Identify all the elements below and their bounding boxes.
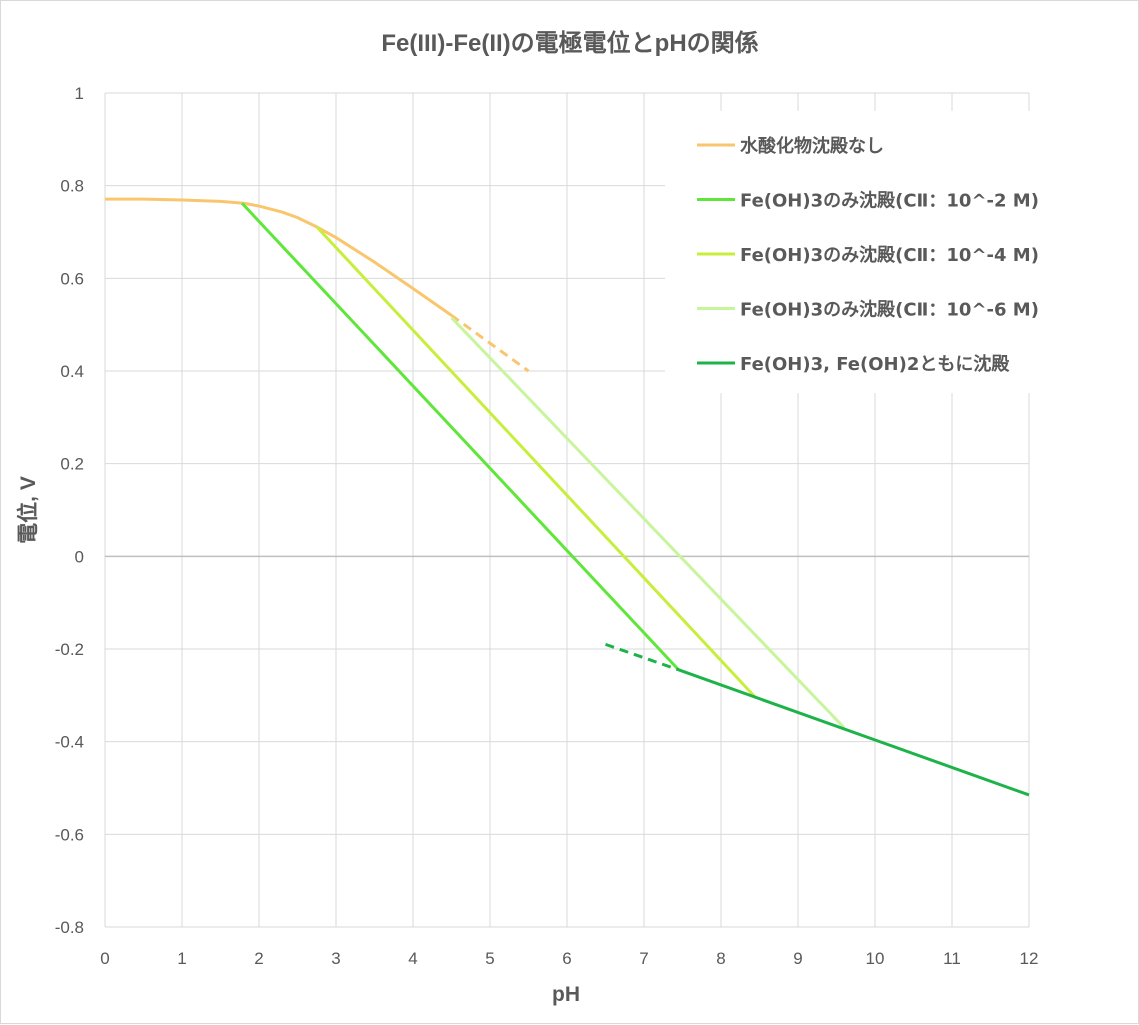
legend-label-5: Fe(OH)3, Fe(OH)2ともに沈殿 [740, 353, 1010, 375]
series-line-3 [315, 225, 757, 699]
x-tick-label: 5 [485, 949, 494, 968]
y-tick-label: 0 [75, 547, 84, 566]
series-line-5 [678, 668, 1030, 797]
series-line-2 [240, 202, 680, 671]
x-tick-label: 12 [1020, 949, 1039, 968]
y-tick-label: -0.4 [55, 733, 84, 752]
legend-label-2: Fe(OH)3のみ沈殿(CⅡ：10^-2 M) [740, 190, 1039, 212]
legend [665, 111, 1035, 393]
plot-lines [105, 197, 1030, 797]
legend-label-1: 水酸化物沈殿なし [740, 135, 884, 157]
y-tick-label: -0.6 [55, 825, 84, 844]
series-line-dashed-5 [605, 642, 680, 672]
x-tick-label: 4 [408, 949, 417, 968]
legend-label-3: Fe(OH)3のみ沈殿(CⅡ：10^-4 M) [740, 244, 1039, 266]
x-tick-label: 3 [331, 949, 340, 968]
y-tick-label: 0.2 [60, 455, 84, 474]
x-tick-label: 10 [866, 949, 885, 968]
y-tick-label: 0.4 [60, 362, 84, 381]
x-tick-label: 1 [177, 949, 186, 968]
tick-labels: 0 1 2 3 4 5 6 7 8 9 10 11 12-0.8-0.6-0.4-0.200.20.40… [55, 84, 1039, 968]
x-tick-label: 9 [793, 949, 802, 968]
x-tick-label: 2 [254, 949, 263, 968]
legend-label-4: Fe(OH)3のみ沈殿(CⅡ：10^-6 M) [740, 299, 1039, 321]
y-axis-title: 電位, V [16, 476, 40, 544]
legend-entries: 水酸化物沈殿なし Fe(OH)3のみ沈殿(CⅡ：10^-2 M) Fe(OH)3のみ… [697, 135, 1039, 375]
series-line-dashed-1 [450, 314, 530, 373]
chart-title: Fe(III)-Fe(II)の電極電位とpHの関係 [381, 29, 758, 57]
series-line-4 [450, 316, 846, 729]
x-tick-label: 0 [100, 949, 109, 968]
x-tick-label: 7 [639, 949, 648, 968]
series-line-1 [105, 197, 453, 317]
x-tick-label: 8 [716, 949, 725, 968]
y-tick-label: 1 [75, 84, 84, 103]
x-tick-label: 6 [562, 949, 571, 968]
y-tick-label: -0.8 [55, 918, 84, 937]
y-tick-label: -0.2 [55, 640, 84, 659]
x-tick-label: 11 [943, 949, 961, 968]
y-tick-label: 0.6 [60, 269, 84, 288]
y-tick-label: 0.8 [60, 177, 84, 196]
x-axis-title: pH [552, 983, 580, 1006]
